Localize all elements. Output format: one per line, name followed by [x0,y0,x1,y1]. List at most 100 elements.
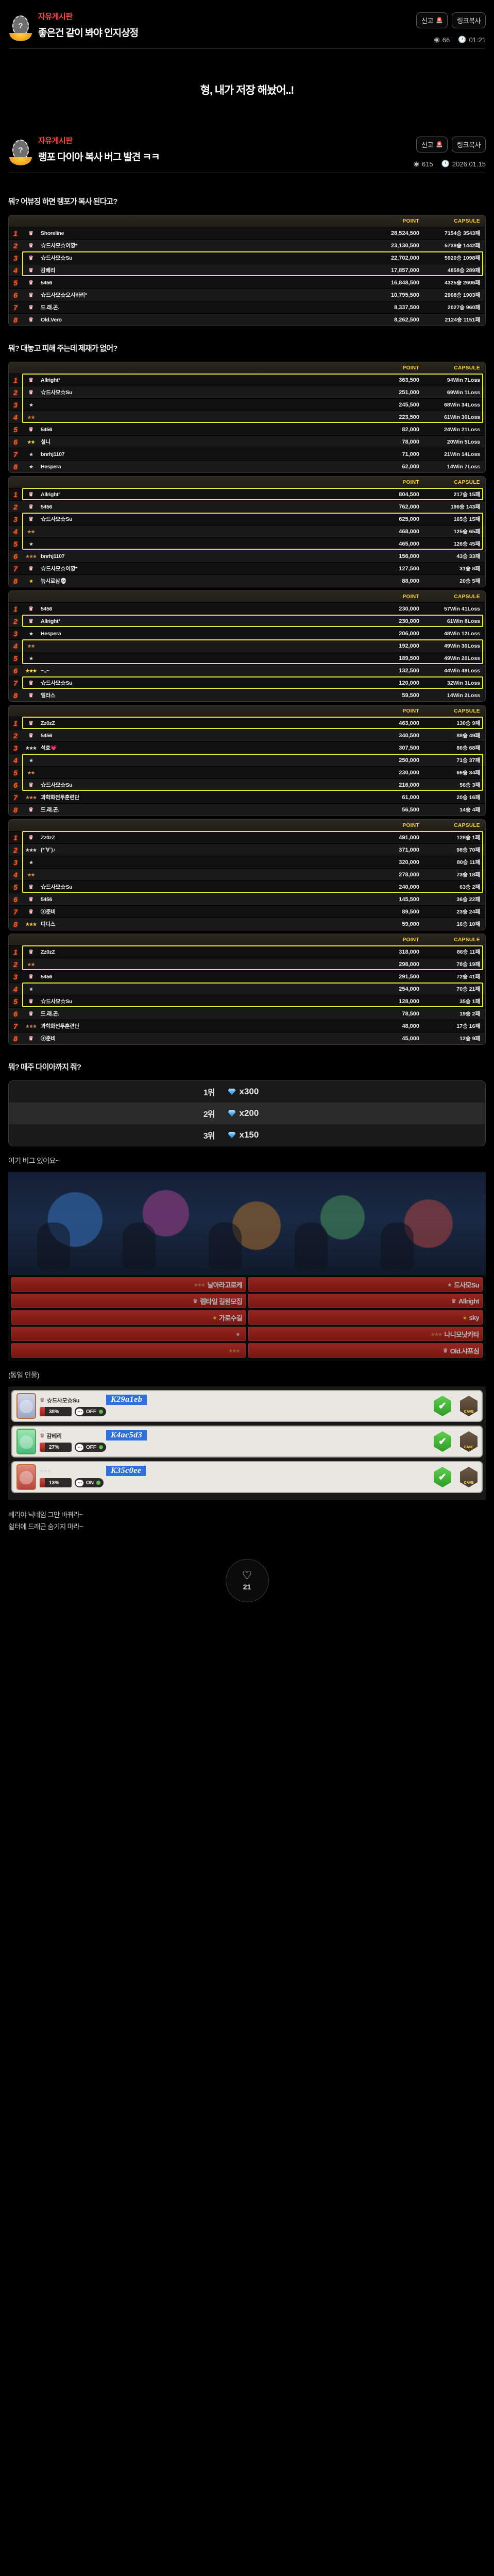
col-capsule: CAPSULE [454,594,480,600]
crown-icon: ♛ [28,896,33,903]
row-name: 설니 [41,439,50,445]
row-point: 762,000 [399,503,419,510]
post-title: 좋은건 같이 봐야 인지상정 [38,27,139,39]
leaderboard-header: POINT CAPSULE [9,362,485,374]
progress-percent: 38% [49,1409,60,1415]
game-screenshot: ★★★ 날아라고로케 ♛ 렙타일 길원모집 ★ 가로수길 ★ ★★★ ★ 드사모Su ♛ Allri… [8,1172,486,1361]
book-icon [40,1478,45,1487]
report-label: 신고 [421,141,433,149]
row-rank: 4 [13,985,18,993]
cave-icon[interactable]: CAVE [460,1396,478,1416]
table-row: 6 ♛ ☆드사모☆오시바리° 10,795,500 2908승 1903패 [9,289,485,301]
report-button[interactable]: 신고 🚨 [416,137,448,152]
row-name: Shoreline [41,230,64,236]
player-code-badge: K35c0ee [106,1466,146,1476]
col-point: POINT [402,708,419,714]
crown-icon: ♛ [28,1036,33,1042]
row-badge: ♛ [22,516,40,522]
cave-icon[interactable]: CAVE [460,1431,478,1452]
copy-link-button[interactable]: 링크복사 [452,137,486,152]
board-name[interactable]: 자유게시판 [38,137,73,145]
player-code-badge: K29a1eb [106,1395,147,1405]
row-capsule: 86승 11패 [456,949,480,955]
row-capsule: 20Win 5Loss [447,438,480,445]
row-name: ☆드사모☆Su [41,680,73,686]
heart-icon: ♡ [242,1569,252,1582]
col-point: POINT [402,594,419,600]
star-rank-icon: ★★ [27,643,35,649]
reward-amount: x200 [239,1108,259,1118]
player-portrait [16,1464,36,1490]
row-point: 491,000 [399,834,419,841]
star-rank-icon: ★ [29,859,33,865]
row-badge: ♛ [22,316,40,323]
clock-icon: 🕐 [458,36,467,43]
row-capsule: 24Win 21Loss [444,426,480,433]
row-point: 22,702,000 [390,255,419,261]
views-meta: ◉ 615 [414,160,433,168]
row-capsule: 2908승 1903패 [445,292,480,298]
row-capsule: 19승 2패 [459,1011,480,1017]
views-meta: ◉ 66 [434,36,450,44]
row-capsule: 12승 9패 [459,1036,480,1042]
report-button[interactable]: 신고 🚨 [416,12,448,28]
row-name: Allright° [41,491,61,498]
row-badge: ★★★ [22,847,40,853]
crown-icon: ♛ [28,292,33,298]
chat-state-label: OFF [86,1444,96,1450]
row-badge: ★★ [22,961,40,968]
chat-row: ♛ Allright [248,1294,483,1308]
header-divider [9,48,485,49]
row-name: 5456 [41,896,53,903]
table-row: 8 ♛ ⓐ준비 45,000 12승 9패 [9,1032,485,1044]
row-rank: 2 [13,388,18,397]
row-point: 465,000 [399,540,419,547]
leaderboard-header: POINT CAPSULE [9,477,485,488]
time-meta: 🕐 01:21 [458,36,486,44]
col-point: POINT [402,365,419,371]
row-capsule: 31승 8패 [459,566,480,572]
row-badge: ★★ [22,414,40,420]
chat-toggle[interactable]: OFF [75,1407,106,1416]
player-code-badge: K4ac5d3 [106,1430,147,1440]
cave-icon[interactable]: CAVE [460,1467,478,1487]
row-name: Zz0zZ [41,720,55,726]
check-icon[interactable]: ✔ [434,1396,451,1416]
star-rank-icon: ★ [212,1315,217,1320]
star-rank-icon: ★★ [27,414,35,420]
table-row: 3 ♛ ☆드사모☆Su 22,702,000 5920승 1098패 [9,251,485,264]
row-capsule: 32Win 3Loss [447,680,480,686]
row-capsule: 71승 37패 [456,757,480,764]
row-rank: 1 [13,376,18,384]
row-badge: ♛ [22,908,40,915]
player-card[interactable]: ♛ ☆드사모☆Su 38% OFF K29a1eb ✔ CAVE [11,1390,483,1422]
section-caption-1: 뭐? 어뷰징 하면 랭포가 복사 된다고? [8,197,117,206]
row-rank: 6 [13,437,18,446]
check-icon[interactable]: ✔ [434,1467,451,1487]
row-rank: 7 [13,907,18,916]
row-rank: 4 [13,756,18,765]
table-row: 8 ★ Hespera 62,000 14Win 7Loss [9,460,485,472]
check-icon[interactable]: ✔ [434,1431,451,1452]
row-badge: ★ [22,402,40,408]
copy-link-button[interactable]: 링크복사 [452,12,486,28]
nest-icon [9,157,32,165]
player-card[interactable]: ★★★ 13% ON K35c0ee ✔ CAVE [11,1461,483,1493]
chat-bubble-icon [76,1444,83,1451]
chat-toggle[interactable]: OFF [75,1443,106,1452]
board-name[interactable]: 자유게시판 [38,12,73,21]
player-card[interactable]: ♛ 감베리 27% OFF K4ac5d3 ✔ CAVE [11,1426,483,1458]
row-rank: 3 [13,858,18,867]
row-rank: 6 [13,552,18,561]
like-button[interactable]: ♡ 21 [225,1558,269,1602]
table-row: 8 ★ 늒시로삼💀 88,000 20승 5패 [9,574,485,587]
row-badge: ★ [22,451,40,457]
row-rank: 4 [13,266,18,275]
star-rank-icon: ★ [29,986,33,992]
row-rank: 8 [13,1034,18,1043]
reward-value: x200 [228,1108,486,1118]
chat-toggle[interactable]: ON [75,1478,104,1487]
progress-percent: 13% [49,1480,60,1486]
row-capsule: 80승 11패 [456,859,480,866]
star-rank-icon: ★★★ [25,553,37,559]
